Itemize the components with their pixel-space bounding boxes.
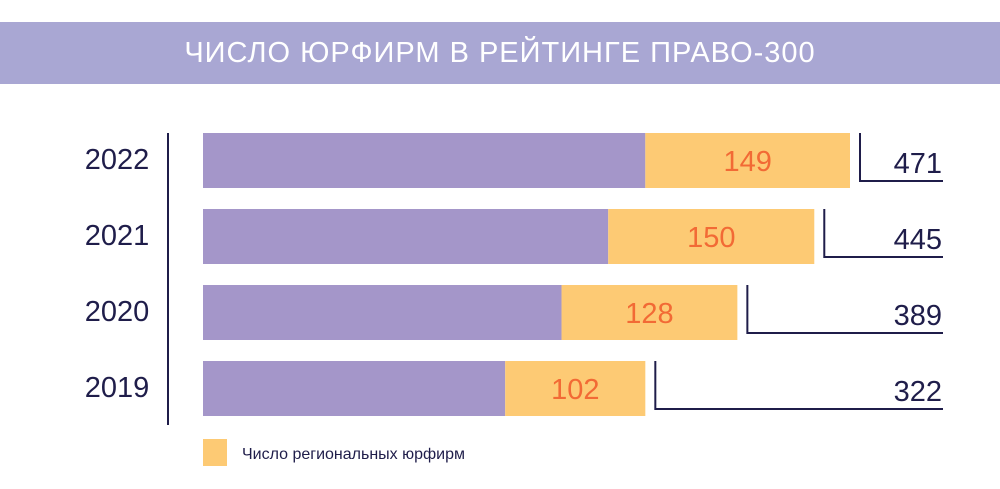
bar-regional [505, 361, 646, 416]
bar-other [203, 209, 609, 264]
year-label: 2021 [85, 220, 150, 252]
bar-other [203, 133, 646, 188]
regional-value-label: 150 [687, 222, 735, 254]
total-connector [746, 285, 943, 334]
legend-swatch-regional [203, 439, 227, 466]
bar-regional [645, 133, 850, 188]
legend-label-regional: Число региональных юрфирм [242, 446, 466, 463]
title-band [0, 22, 1000, 84]
chart-title: ЧИСЛО ЮРФИРМ В РЕЙТИНГЕ ПРАВО-300 [184, 37, 816, 69]
year-label: 2022 [85, 144, 150, 176]
bar-regional [608, 209, 815, 264]
year-label: 2020 [85, 296, 150, 328]
regional-value-label: 149 [723, 146, 771, 178]
regional-value-label: 128 [625, 298, 673, 330]
total-value-label: 322 [894, 376, 942, 408]
bar-other [203, 285, 562, 340]
year-label: 2019 [85, 372, 150, 404]
regional-value-label: 102 [551, 374, 599, 406]
total-connector [859, 133, 943, 182]
bar-other [203, 361, 506, 416]
total-value-label: 445 [894, 224, 942, 256]
total-value-label: 471 [894, 148, 942, 180]
total-connector [654, 361, 943, 410]
bar-regional [561, 285, 738, 340]
total-value-label: 389 [894, 300, 942, 332]
total-connector [823, 209, 943, 258]
